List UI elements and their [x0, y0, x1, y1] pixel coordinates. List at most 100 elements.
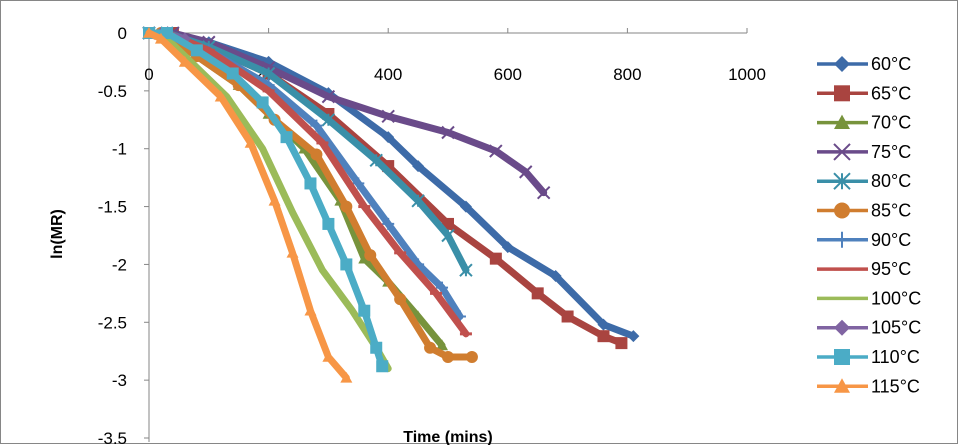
marker-x: [489, 144, 503, 158]
y-tick-label: -2.5: [98, 313, 127, 332]
marker-square: [358, 304, 371, 317]
series-110c: [143, 27, 389, 373]
marker-circle: [424, 341, 437, 354]
marker-x: [321, 89, 336, 104]
marker-plus: [382, 217, 395, 230]
y-tick-label: -1.5: [98, 198, 127, 217]
legend-item: 95°C: [817, 259, 911, 279]
marker-diamond: [459, 200, 472, 213]
marker-circle: [442, 351, 454, 363]
marker-square: [615, 337, 628, 350]
series-layer: [142, 26, 640, 383]
marker-x: [833, 143, 851, 161]
series-115c: [143, 27, 353, 383]
x-tick-label: 800: [613, 65, 641, 84]
marker-triangle: [286, 246, 299, 258]
legend-label: 95°C: [871, 259, 911, 279]
marker-asterisk: [261, 66, 276, 81]
marker-square: [597, 330, 610, 343]
legend-label: 80°C: [871, 171, 911, 191]
legend-item: 100°C: [817, 288, 921, 308]
legend-item: 85°C: [817, 201, 911, 221]
marker-triangle: [436, 339, 449, 351]
marker-asterisk: [411, 194, 425, 208]
y-tick-label: -3.5: [98, 429, 127, 445]
marker-triangle: [322, 351, 335, 362]
marker-square: [340, 258, 353, 271]
marker-triangle: [834, 114, 850, 129]
marker-square: [834, 349, 850, 365]
legend: 60°C 65°C 70°C 75°C 80°C 85°C 90°C 95°C 100°C 105…: [817, 54, 921, 396]
legend-item: 90°C: [817, 230, 911, 250]
marker-triangle: [304, 304, 317, 316]
marker-asterisk: [459, 263, 473, 277]
marker-asterisk: [321, 113, 336, 127]
x-tick-label: 1000: [728, 65, 766, 84]
marker-diamond: [382, 131, 395, 144]
marker-diamond: [262, 55, 275, 68]
marker-square: [256, 96, 269, 109]
legend-label: 115°C: [871, 376, 920, 396]
marker-diamond: [627, 330, 640, 343]
marker-diamond: [549, 270, 562, 282]
marker-square: [561, 310, 574, 323]
marker-plus: [352, 177, 365, 190]
x-tick-label: 600: [494, 65, 522, 84]
marker-x: [536, 185, 551, 200]
marker-square: [160, 27, 173, 39]
y-axis-title: ln(MR): [49, 209, 66, 259]
marker-circle: [465, 351, 478, 363]
legend-item: 65°C: [817, 83, 911, 103]
marker-plus: [436, 281, 449, 294]
marker-square: [489, 252, 502, 265]
marker-triangle: [143, 27, 155, 38]
legend-label: 60°C: [871, 54, 911, 74]
x-tick-label: 0: [144, 65, 153, 84]
marker-plus: [310, 119, 323, 132]
marker-diamond: [834, 319, 850, 336]
marker-asterisk: [833, 172, 851, 190]
x-axis-title: Time (mins): [403, 429, 493, 445]
y-tick-label: -1: [112, 140, 127, 159]
legend-item: 105°C: [817, 318, 921, 338]
marker-circle: [834, 202, 850, 219]
marker-circle: [364, 249, 377, 262]
legend-label: 110°C: [871, 347, 920, 367]
marker-square: [280, 131, 293, 144]
marker-triangle: [244, 136, 257, 148]
marker-diamond: [501, 241, 514, 254]
marker-asterisk: [369, 153, 383, 167]
marker-circle: [394, 293, 407, 306]
marker-triangle: [358, 252, 371, 264]
marker-diamond: [597, 318, 610, 331]
y-tick-label: -0.5: [98, 82, 127, 101]
marker-triangle: [178, 55, 191, 67]
marker-triangle: [340, 371, 353, 383]
marker-circle: [310, 148, 323, 161]
marker-triangle: [268, 194, 281, 206]
legend-label: 70°C: [871, 113, 911, 133]
marker-plus: [834, 231, 850, 248]
marker-diamond: [412, 160, 425, 173]
series-100c: [145, 29, 392, 373]
marker-square: [226, 67, 239, 80]
marker-triangle: [214, 90, 227, 102]
legend-label: 105°C: [871, 318, 921, 338]
marker-asterisk: [441, 228, 455, 243]
legend-label: 85°C: [871, 201, 911, 221]
legend-item: 70°C: [817, 113, 911, 133]
x-tick-label: 400: [374, 65, 402, 84]
axes: 020040060080010000-0.5-1-1.5-2-2.5-3-3.5: [98, 24, 766, 445]
legend-label: 100°C: [871, 288, 921, 308]
legend-item: 80°C: [817, 171, 911, 191]
marker-triangle: [834, 378, 850, 393]
y-tick-label: -3: [112, 371, 127, 390]
marker-square: [531, 287, 544, 300]
legend-item: 115°C: [817, 376, 920, 396]
series-line: [145, 29, 350, 382]
marker-x: [519, 165, 533, 179]
marker-square: [322, 217, 335, 230]
y-tick-label: -2: [112, 255, 127, 274]
marker-diamond: [834, 56, 850, 72]
